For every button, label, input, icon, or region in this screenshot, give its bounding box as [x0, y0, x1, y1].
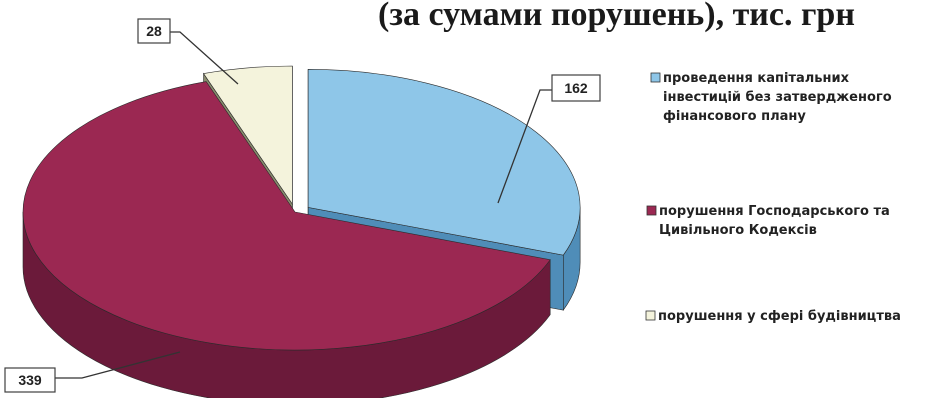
- pie-slice-0: [307, 69, 581, 256]
- value-label-28: 28: [146, 23, 162, 39]
- legend: проведення капітальних інвестицій без за…: [645, 71, 901, 324]
- value-label-339: 339: [18, 372, 42, 388]
- legend-swatch-construction: [645, 310, 656, 321]
- legend-swatch-codes: [646, 205, 657, 216]
- legend-line: фінансового плану: [663, 109, 806, 124]
- pie-tops: [22, 65, 581, 351]
- legend-line: інвестицій без затвердженого: [663, 90, 892, 105]
- chart-title: (за сумами порушень), тис. грн: [378, 0, 855, 33]
- value-label-162: 162: [564, 80, 588, 96]
- legend-line: порушення у сфері будівництва: [658, 309, 901, 324]
- legend-line: Цивільного Кодексів: [659, 223, 817, 238]
- legend-line: порушення Господарського та: [659, 204, 890, 219]
- pie-slice-2: [203, 65, 293, 205]
- leader-line-28: [170, 31, 239, 85]
- value-label-box-28: [137, 18, 171, 44]
- legend-swatch-investments: [650, 72, 661, 83]
- leader-line-339: [55, 351, 181, 379]
- legend-line: проведення капітальних: [663, 71, 850, 86]
- value-label-box-162: [551, 74, 601, 102]
- leader-line-162: [497, 89, 552, 204]
- value-label-box-339: [4, 367, 56, 393]
- pie-slice-1: [22, 81, 551, 351]
